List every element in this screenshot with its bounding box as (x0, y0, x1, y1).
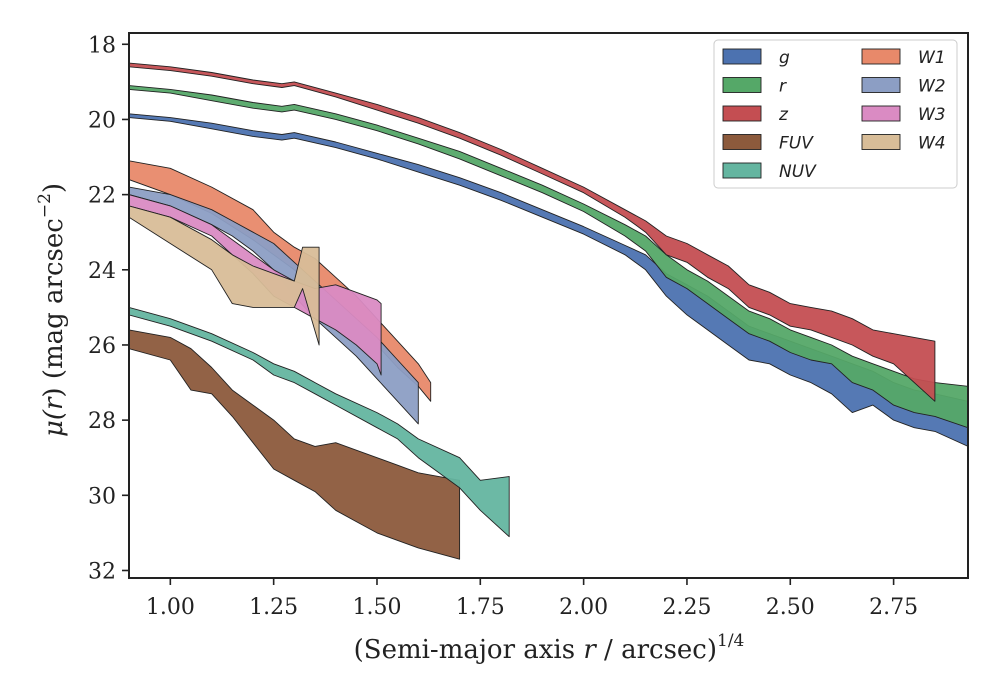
y-tick-label: 30 (88, 484, 116, 509)
x-tick-label: 1.50 (352, 595, 401, 620)
legend-label-W1: W1 (918, 48, 946, 68)
y-tick-label: 22 (88, 184, 116, 209)
legend-swatch-g (722, 48, 762, 65)
plot-frame (128, 32, 969, 579)
y-tick-label: 26 (88, 334, 116, 359)
band-FUV (129, 329, 461, 560)
band-NUV (129, 306, 510, 538)
x-tick-label: 2.00 (559, 595, 608, 620)
y-tick-label: 20 (88, 108, 116, 133)
legend-swatch-FUV (722, 134, 762, 150)
legend-label-W2: W2 (918, 77, 946, 97)
y-tick-label: 32 (88, 559, 116, 584)
x-tick-label: 1.00 (146, 595, 195, 620)
y-tick-label: 24 (88, 259, 116, 284)
legend-label-g: g (779, 48, 790, 68)
band-r (129, 85, 968, 429)
y-tick-label: 28 (88, 409, 116, 434)
profile-bands (129, 62, 968, 560)
legend-swatch-W4 (861, 134, 901, 150)
legend: grz FUV NUV W1 W2 W3 W4 (713, 39, 958, 189)
legend-label-W4: W4 (918, 134, 946, 154)
band-z (129, 62, 936, 402)
legend-swatch-W2 (861, 77, 901, 93)
x-tick-label: 1.75 (456, 595, 505, 620)
band-W2 (129, 186, 419, 425)
y-axis: 18 20 22 24 26 28 30 32 (88, 33, 129, 584)
x-tick-label: 2.25 (662, 595, 711, 620)
x-tick-label: 2.75 (869, 595, 918, 620)
legend-label-FUV: FUV (779, 134, 814, 154)
legend-label-W3: W3 (918, 105, 946, 125)
y-tick-label: 18 (88, 33, 116, 58)
legend-swatch-W1 (861, 48, 901, 65)
legend-swatch-W3 (861, 105, 901, 122)
x-axis: 1.00 1.25 1.50 1.75 2.00 2.25 2.50 2.75 (146, 578, 918, 620)
legend-swatch-r (722, 77, 762, 93)
y-axis-label: μ(r) (mag arcsec−2) (35, 183, 69, 437)
legend-swatch-NUV (722, 162, 762, 179)
legend-label-NUV: NUV (779, 162, 817, 182)
x-tick-label: 1.25 (249, 595, 298, 620)
legend-label-r: r (779, 77, 787, 97)
x-axis-label: (Semi-major axis r / arcsec)1/4 (354, 631, 745, 665)
x-tick-label: 2.50 (766, 595, 815, 620)
legend-label-z: z (778, 105, 789, 125)
band-g (129, 113, 968, 447)
legend-swatch-z (722, 105, 762, 122)
legend-box (713, 39, 958, 189)
band-W4 (129, 205, 320, 346)
